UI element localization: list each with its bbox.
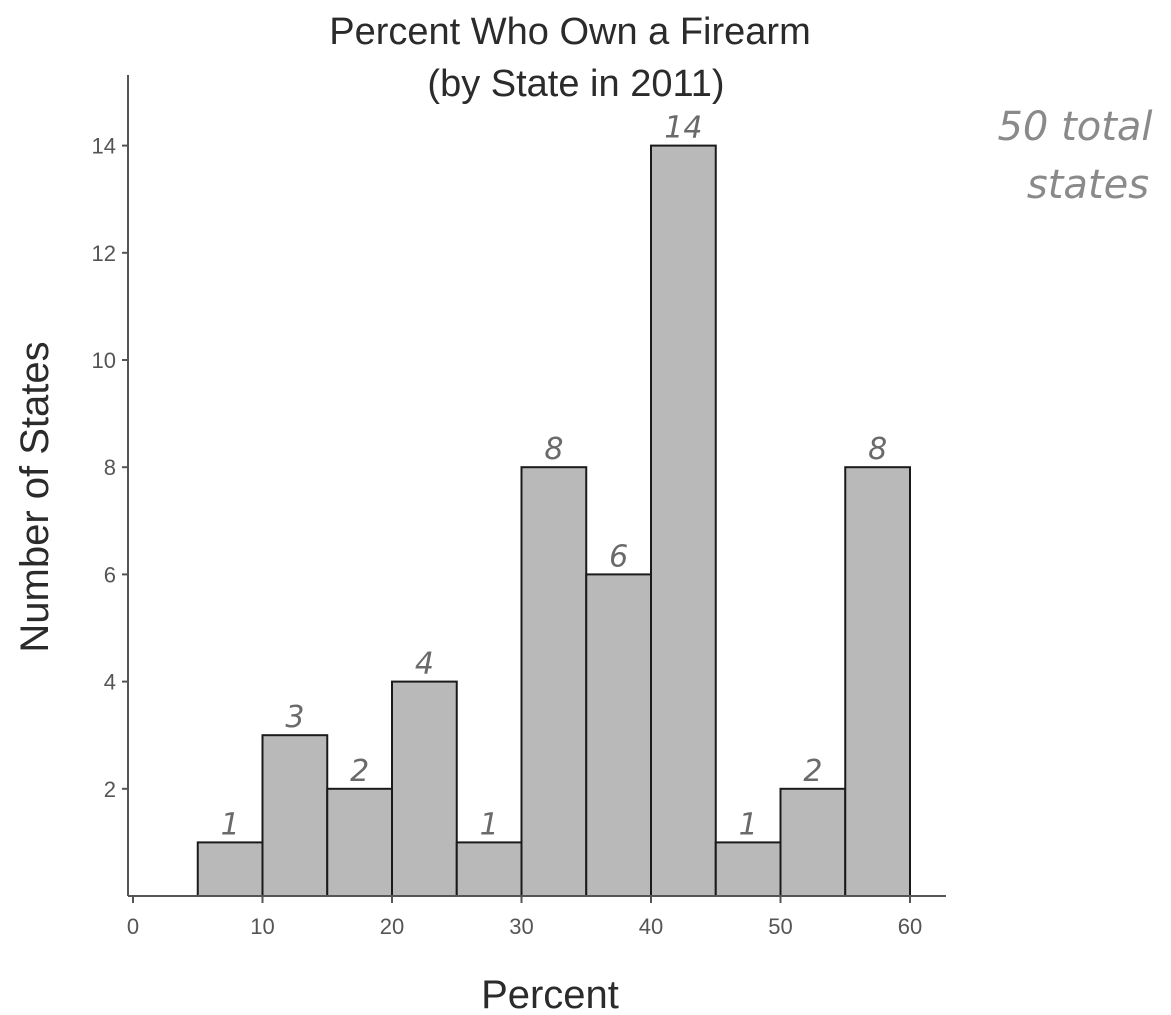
bar-40-45 — [650, 144, 717, 898]
bar-55-60 — [844, 466, 911, 897]
y-tick-label-2: 2 — [104, 777, 116, 802]
x-tick-label-40: 40 — [639, 914, 663, 939]
bar-15-20 — [326, 787, 393, 897]
x-tick-label-10: 10 — [250, 914, 274, 939]
y-tick-label-6: 6 — [104, 562, 116, 587]
bar-35-40 — [585, 573, 652, 898]
y-tick-label-12: 12 — [92, 241, 116, 266]
bar-labels-group: 1 3 2 4 1 8 6 14 1 2 8 — [221, 111, 888, 843]
y-tick-label-14: 14 — [92, 134, 116, 159]
bar-5-10 — [196, 841, 264, 898]
bar-label-40-45: 14 — [664, 111, 702, 146]
bar-20-25 — [391, 680, 458, 897]
x-tick-label-20: 20 — [380, 914, 404, 939]
chart-subtitle: (by State in 2011) — [427, 63, 724, 105]
bar-label-45-50: 1 — [739, 807, 758, 842]
chart-title: Percent Who Own a Firearm — [329, 11, 810, 53]
x-tick-label-50: 50 — [768, 914, 792, 939]
bar-label-50-55: 2 — [803, 754, 822, 789]
annotation-line2: states — [1027, 162, 1149, 208]
bar-label-25-30: 1 — [480, 807, 499, 842]
y-ticks-group: 2 4 6 8 10 12 14 — [92, 134, 128, 802]
x-tick-label-30: 30 — [509, 914, 533, 939]
annotation-line1: 50 total — [997, 104, 1152, 150]
bar-30-35 — [520, 466, 588, 897]
x-tick-label-0: 0 — [127, 914, 139, 939]
bar-50-55 — [779, 787, 847, 897]
bar-label-55-60: 8 — [868, 432, 887, 467]
bar-25-30 — [455, 841, 523, 898]
bar-label-30-35: 8 — [544, 432, 563, 467]
bar-label-10-15: 3 — [285, 700, 304, 735]
y-tick-label-10: 10 — [92, 348, 116, 373]
bar-10-15 — [261, 734, 329, 898]
y-tick-label-4: 4 — [104, 670, 116, 695]
x-axis-label: Percent — [481, 973, 619, 1015]
bar-label-15-20: 2 — [350, 754, 369, 789]
bar-label-5-10: 1 — [221, 807, 240, 842]
bar-label-20-25: 4 — [415, 647, 434, 682]
x-tick-label-60: 60 — [898, 914, 922, 939]
y-axis-label: Number of States — [13, 341, 57, 652]
bar-label-35-40: 6 — [609, 539, 628, 574]
bars-group — [196, 144, 911, 898]
y-tick-label-8: 8 — [104, 455, 116, 480]
bar-45-50 — [714, 841, 782, 898]
x-ticks-group: 0 10 20 30 40 50 60 — [127, 896, 922, 939]
